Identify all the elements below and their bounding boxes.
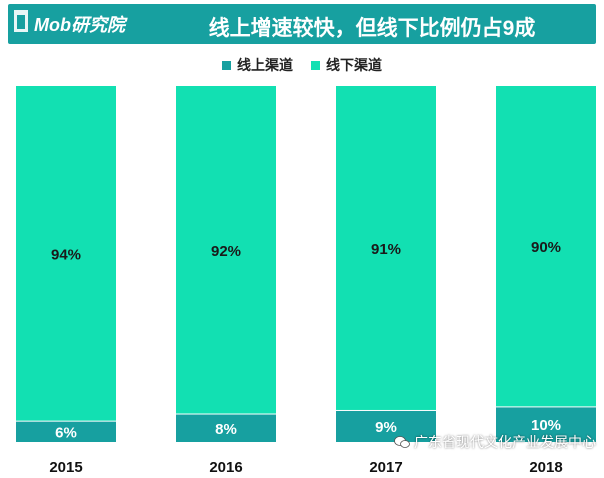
x-tick-label-2016: 2016 bbox=[209, 459, 242, 476]
legend: 线上渠道 线下渠道 bbox=[0, 54, 604, 76]
bar-online-2017 bbox=[336, 410, 436, 442]
data-label-online-2015: 6% bbox=[55, 424, 77, 441]
data-label-offline-2016: 92% bbox=[211, 243, 241, 260]
legend-item-online: 线上渠道 bbox=[222, 55, 293, 75]
source-watermark: 广东省现代文化产业发展中心 bbox=[394, 432, 596, 452]
logo-text: Mob研究院 bbox=[34, 15, 125, 35]
data-label-online-2016: 8% bbox=[215, 421, 237, 438]
x-tick-label-2018: 2018 bbox=[529, 459, 562, 476]
chart-title: 线上增速较快，但线下比例仍占9成 bbox=[208, 17, 536, 40]
data-label-offline-2015: 94% bbox=[51, 246, 81, 263]
watermark-text: 广东省现代文化产业发展中心 bbox=[414, 434, 596, 450]
bar-online-2015 bbox=[16, 421, 116, 442]
legend-label-offline: 线下渠道 bbox=[326, 57, 382, 73]
bar-online-2018 bbox=[496, 407, 596, 442]
legend-swatch-offline bbox=[311, 60, 320, 70]
bar-offline-2016 bbox=[176, 86, 276, 414]
wechat-icon bbox=[394, 436, 410, 448]
x-tick-label-2017: 2017 bbox=[369, 459, 402, 476]
legend-label-online: 线上渠道 bbox=[237, 57, 293, 73]
bar-online-2016 bbox=[176, 414, 276, 442]
bar-offline-2017 bbox=[336, 86, 436, 410]
bar-offline-2015 bbox=[16, 86, 116, 421]
x-tick-label-2015: 2015 bbox=[49, 459, 82, 476]
bar-offline-2018 bbox=[496, 86, 596, 407]
data-label-offline-2017: 91% bbox=[371, 241, 401, 258]
data-label-online-2018: 10% bbox=[531, 417, 561, 434]
title-bar: Mob研究院 线上增速较快，但线下比例仍占9成 bbox=[8, 4, 596, 44]
data-label-offline-2018: 90% bbox=[531, 239, 561, 256]
legend-item-offline: 线下渠道 bbox=[311, 55, 382, 75]
mob-logo-icon bbox=[14, 10, 28, 32]
legend-swatch-online bbox=[222, 60, 231, 70]
data-label-online-2017: 9% bbox=[375, 419, 397, 436]
